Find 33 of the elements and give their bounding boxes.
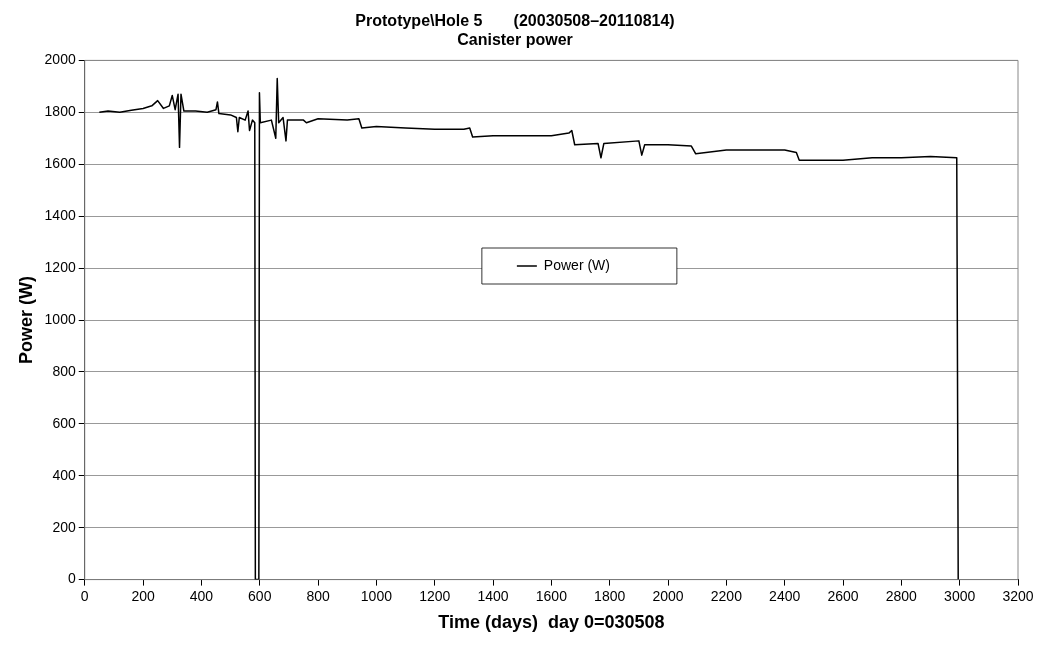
x-tick-label: 400 xyxy=(189,587,214,604)
x-axis-title: Time (days) day 0=030508 xyxy=(438,612,665,633)
x-tick-label: 2800 xyxy=(885,587,918,604)
y-tick-label: 2000 xyxy=(44,51,76,68)
y-tick-label: 1200 xyxy=(44,258,76,275)
x-tick-label: 1200 xyxy=(419,587,451,604)
x-tick-label: 0 xyxy=(80,587,89,604)
x-tick-label: 200 xyxy=(131,587,155,604)
x-tick-label: 800 xyxy=(306,587,330,604)
x-tick-label: 2200 xyxy=(710,587,743,604)
y-tick-label: 1800 xyxy=(44,103,76,120)
x-tick-label: 1600 xyxy=(535,587,568,604)
x-tick-label: 3200 xyxy=(1002,587,1034,604)
y-tick-label: 0 xyxy=(67,570,76,587)
chart-subtitle: Canister power xyxy=(457,31,573,49)
legend-label: Power (W) xyxy=(543,256,610,273)
x-tick-label: 2600 xyxy=(827,587,859,604)
y-tick-label: 1000 xyxy=(44,310,76,327)
x-tick-label: 2000 xyxy=(652,587,684,604)
chart-title: Prototype\Hole 5 (20030508–20110814) xyxy=(355,12,675,30)
x-tick-label: 1800 xyxy=(594,587,626,604)
x-tick-label: 600 xyxy=(248,587,272,604)
y-tick-label: 1400 xyxy=(44,207,76,224)
y-tick-label: 1600 xyxy=(44,155,76,172)
y-tick-label: 800 xyxy=(52,362,76,379)
y-tick-label: 200 xyxy=(52,518,76,535)
x-tick-label: 2400 xyxy=(769,587,801,604)
y-tick-label: 400 xyxy=(52,466,76,483)
x-tick-label: 3000 xyxy=(944,587,976,604)
x-tick-label: 1000 xyxy=(360,587,393,604)
x-tick-label: 1400 xyxy=(477,587,509,604)
y-axis-title: Power (W) xyxy=(15,276,36,364)
y-tick-label: 600 xyxy=(52,414,76,431)
